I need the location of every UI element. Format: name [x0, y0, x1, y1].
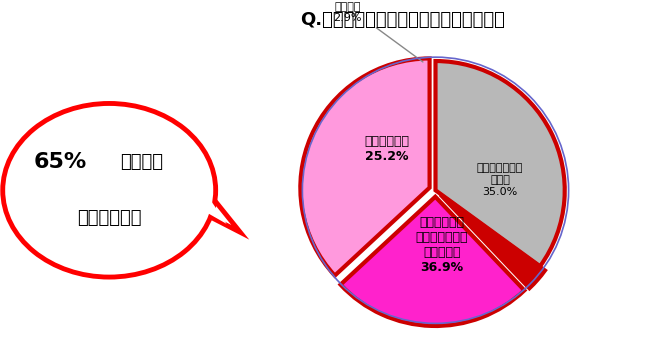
Wedge shape: [300, 59, 430, 276]
Text: の完食に苦心: の完食に苦心: [77, 209, 142, 227]
Ellipse shape: [3, 103, 216, 277]
Wedge shape: [341, 197, 525, 326]
Polygon shape: [202, 185, 240, 232]
Text: Q.おせちは美味しく完食できていますか: Q.おせちは美味しく完食できていますか: [300, 11, 506, 29]
Wedge shape: [440, 195, 545, 288]
Wedge shape: [436, 61, 565, 266]
Text: 65%: 65%: [33, 152, 86, 172]
Text: 美味しく完食し
ている
35.0%: 美味しく完食し ている 35.0%: [477, 163, 523, 196]
Text: がおせち: がおせち: [120, 153, 163, 171]
Text: おせちをリメイクして
完食する
2.9%: おせちをリメイクして 完食する 2.9%: [315, 0, 423, 62]
Text: 余ってしまう
25.2%: 余ってしまう 25.2%: [364, 135, 409, 163]
Text: 完食している
が、最後の方は
飽きている
36.9%: 完食している が、最後の方は 飽きている 36.9%: [416, 215, 468, 274]
Polygon shape: [202, 187, 227, 224]
